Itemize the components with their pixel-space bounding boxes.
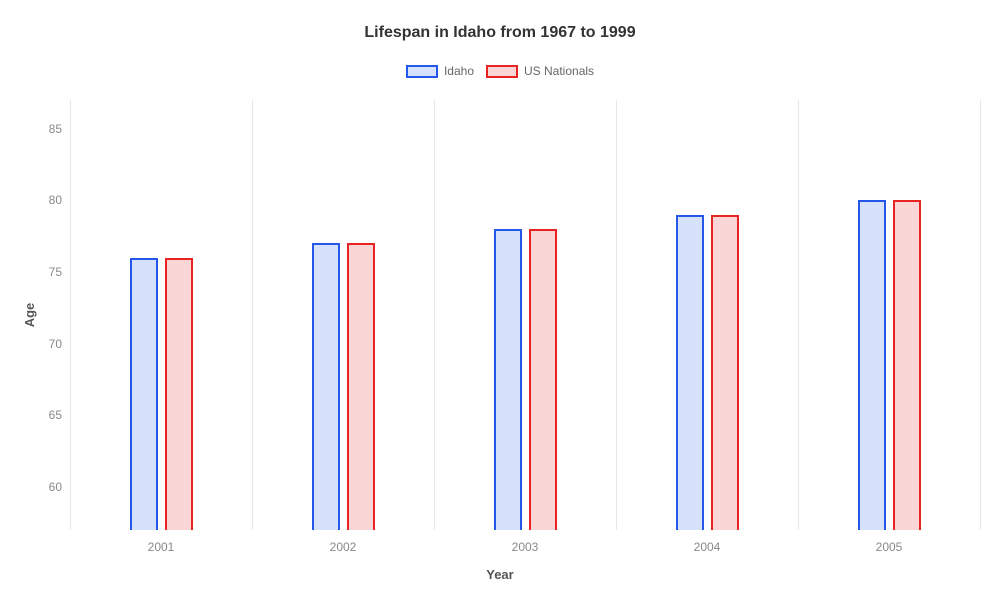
legend-swatch [486, 65, 518, 78]
x-axis-label: Year [0, 567, 1000, 582]
bar [312, 243, 340, 530]
gridline [434, 100, 435, 530]
gridline [616, 100, 617, 530]
bar [347, 243, 375, 530]
legend-swatch [406, 65, 438, 78]
bar [494, 229, 522, 530]
gridline [252, 100, 253, 530]
y-tick-label: 80 [49, 193, 62, 207]
legend: Idaho US Nationals [0, 64, 1000, 78]
x-tick-label: 2003 [512, 540, 539, 554]
bar [165, 258, 193, 530]
gridline [798, 100, 799, 530]
bar [711, 215, 739, 530]
plot-area: 60657075808520012002200320042005 [70, 100, 980, 530]
y-axis-label: Age [22, 303, 37, 328]
x-tick-label: 2002 [330, 540, 357, 554]
bar [676, 215, 704, 530]
y-tick-label: 70 [49, 337, 62, 351]
bar [130, 258, 158, 530]
x-tick-label: 2005 [876, 540, 903, 554]
gridline [980, 100, 981, 530]
y-tick-label: 60 [49, 480, 62, 494]
gridline [70, 100, 71, 530]
y-tick-label: 65 [49, 408, 62, 422]
bar [893, 200, 921, 530]
legend-label: Idaho [444, 64, 474, 78]
legend-item: US Nationals [486, 64, 594, 78]
chart-title: Lifespan in Idaho from 1967 to 1999 [0, 24, 1000, 42]
bar [529, 229, 557, 530]
legend-item: Idaho [406, 64, 474, 78]
x-tick-label: 2001 [148, 540, 175, 554]
y-tick-label: 85 [49, 122, 62, 136]
legend-label: US Nationals [524, 64, 594, 78]
bar [858, 200, 886, 530]
x-tick-label: 2004 [694, 540, 721, 554]
y-tick-label: 75 [49, 265, 62, 279]
